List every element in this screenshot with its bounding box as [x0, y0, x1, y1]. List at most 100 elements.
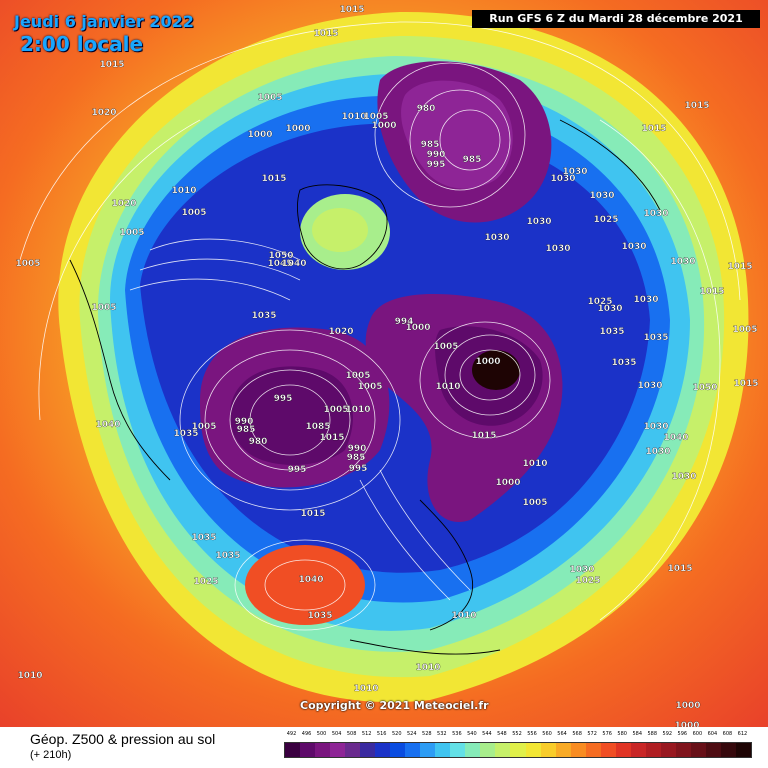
pressure-label: 990	[235, 417, 254, 427]
pressure-label: 985	[421, 140, 440, 150]
scale-tick-label: 544	[482, 731, 492, 737]
pressure-label: 1035	[307, 611, 332, 621]
pressure-label: 1025	[575, 576, 600, 586]
pressure-label: 1010	[435, 382, 460, 392]
scale-color-cell	[315, 743, 331, 757]
pressure-label: 1005	[433, 342, 458, 352]
scale-tick-label: 492	[286, 731, 297, 737]
pressure-label: 1025	[193, 577, 218, 587]
scale-tick-label: 588	[647, 731, 658, 737]
pressure-label: 1030	[671, 472, 696, 482]
color-scale-ticks: 492 496 500 504 508 512 516 520 524 528 532 536 540 5…	[284, 731, 750, 741]
pressure-label: 1005	[357, 382, 382, 392]
footer: Géop. Z500 & pression au sol (+ 210h) 49…	[0, 727, 768, 768]
scale-color-cell	[285, 743, 301, 757]
pressure-label: 1035	[611, 358, 636, 368]
pressure-label: 1035	[173, 429, 198, 439]
pressure-label: 1030	[643, 209, 668, 219]
pressure-label: 1025	[593, 215, 618, 225]
pressure-label: 1030	[550, 174, 575, 184]
pressure-label: 995	[349, 464, 368, 474]
scale-color-cell	[330, 743, 346, 757]
pressure-label: 995	[288, 465, 307, 475]
pressure-label: 1010	[17, 671, 42, 681]
pressure-label: 1020	[328, 327, 353, 337]
scale-color-cell	[720, 743, 736, 757]
scale-tick-label: 516	[376, 731, 387, 737]
pressure-label: 1050	[692, 383, 717, 393]
pressure-label: 1015	[684, 101, 709, 111]
scale-tick-label: 576	[602, 731, 612, 737]
pressure-label: 1020	[91, 108, 116, 118]
scale-tick-label: 600	[692, 731, 703, 737]
pressure-label: 1015	[667, 564, 692, 574]
pressure-label: 1015	[319, 433, 344, 443]
scale-tick-label: 532	[437, 731, 447, 737]
scale-tick-label: 592	[662, 731, 673, 737]
scale-color-cell	[345, 743, 361, 757]
pressure-label: 1015	[641, 124, 666, 134]
scale-color-cell	[510, 743, 526, 757]
scale-tick-label: 524	[406, 731, 417, 737]
scale-color-cell	[465, 743, 481, 757]
pressure-label: 1030	[643, 422, 668, 432]
pressure-label: 1030	[562, 167, 587, 177]
scale-color-cell	[660, 743, 676, 757]
pressure-label: 990	[348, 444, 367, 454]
pressure-label: 1020	[111, 199, 136, 209]
pressure-label: 995	[427, 160, 446, 170]
scale-tick-label: 548	[497, 731, 507, 737]
pressure-label: 1015	[339, 5, 364, 15]
map-subtitle: (+ 210h)	[30, 749, 72, 761]
pressure-label: 1030	[569, 565, 594, 575]
pressure-label: 1035	[643, 333, 668, 343]
scale-color-cell	[525, 743, 541, 757]
pressure-label: 1005	[257, 93, 282, 103]
scale-tick-label: 556	[527, 731, 537, 737]
pressure-label: 1000	[285, 124, 310, 134]
pressure-label: 1030	[645, 447, 670, 457]
pressure-label: 1005	[345, 371, 370, 381]
pressure-label: 1040	[95, 420, 120, 430]
scale-color-cell	[405, 743, 421, 757]
scale-color-cell	[450, 743, 466, 757]
coastlines	[69, 119, 661, 655]
pressure-label: 1015	[99, 60, 124, 70]
pressure-label: 1010	[341, 112, 366, 122]
pressure-label: 1005	[181, 208, 206, 218]
scale-color-cell	[630, 743, 646, 757]
pressure-labels: 1015101510151020100510001000101010051000…	[15, 5, 758, 731]
scale-tick-label: 596	[677, 731, 688, 737]
pressure-label: 1040	[663, 433, 688, 443]
pressure-label: 1030	[621, 242, 646, 252]
pressure-label: 1005	[15, 259, 40, 269]
scale-color-cell	[570, 743, 586, 757]
scale-color-cell	[555, 743, 571, 757]
scale-color-cell	[585, 743, 601, 757]
pressure-label: 1005	[323, 405, 348, 415]
scale-color-cell	[540, 743, 556, 757]
scale-tick-label: 564	[557, 731, 567, 737]
isobars	[19, 21, 741, 631]
scale-color-cell	[495, 743, 511, 757]
pressure-label: 1015	[699, 287, 724, 297]
pressure-label: 1015	[733, 379, 758, 389]
pressure-label: 1015	[727, 262, 752, 272]
scale-tick-label: 528	[422, 731, 432, 737]
scale-color-cell	[480, 743, 496, 757]
scale-tick-label: 612	[737, 731, 748, 737]
forecast-date: Jeudi 6 janvier 2022	[14, 12, 194, 31]
pressure-label: 995	[274, 394, 293, 404]
scale-tick-label: 540	[467, 731, 477, 737]
pressure-label: 1035	[191, 533, 216, 543]
pressure-label: 985	[347, 453, 366, 463]
scale-tick-label: 508	[346, 731, 357, 737]
scale-color-cell	[375, 743, 391, 757]
pressure-label: 1000	[405, 323, 430, 333]
pressure-label: 1030	[637, 381, 662, 391]
pressure-label: 1030	[670, 257, 695, 267]
scale-color-cell	[360, 743, 376, 757]
scale-tick-label: 520	[391, 731, 402, 737]
scale-tick-label: 584	[632, 731, 642, 737]
pressure-label: 1010	[171, 186, 196, 196]
